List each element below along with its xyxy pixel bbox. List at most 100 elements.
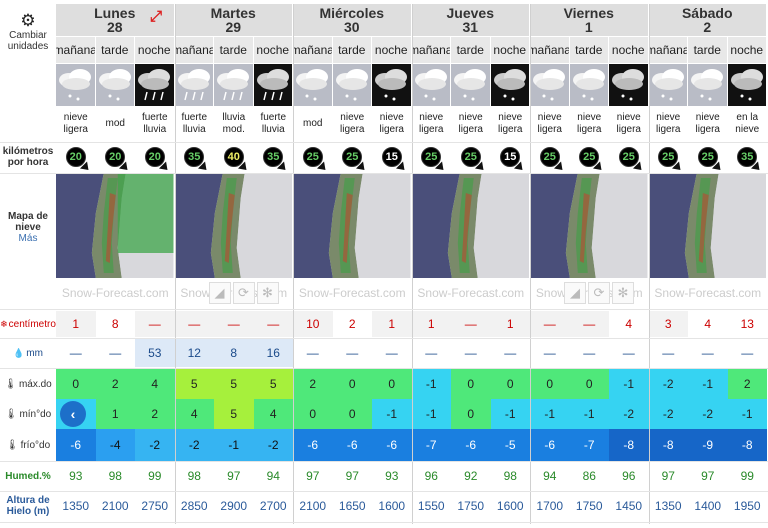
wind-arrow-icon: 25 [539,147,560,167]
snowflake-icon[interactable]: ✻ [612,282,634,304]
rain-value: 12 [174,339,214,367]
period-tab[interactable]: mañana [530,37,570,63]
period-tab[interactable]: mañana [174,37,214,63]
temp-max-value: 0 [56,369,96,399]
desc-line: nieve [458,112,483,123]
desc-line: ligera [379,124,404,135]
day-divider [530,4,531,524]
period-tab[interactable]: noche [609,37,649,63]
desc-line: nieve [577,112,602,123]
day-header[interactable]: Martes 29 [174,4,293,36]
brand-watermark: Snow-Forecast.com [654,286,762,300]
period-tab[interactable]: mañana [411,37,451,63]
map-more-link[interactable]: Más [18,232,38,244]
wind-label: kilómetros por hora [0,142,56,172]
snow-value: 3 [648,311,688,337]
snow-map-image[interactable] [293,173,412,278]
day-header[interactable]: Viernes 1 [530,4,649,36]
period-tab[interactable]: mañana [648,37,688,63]
period-tab[interactable]: tarde [95,37,135,63]
temp-min-value: 4 [253,399,293,429]
tmax-label-text: máx.do [18,378,52,390]
period-tab[interactable]: tarde [214,37,254,63]
snow-map-label[interactable]: Mapa de nieve Más [0,205,56,249]
row-divider [0,491,768,492]
period-tab[interactable]: noche [372,37,412,63]
weather-description: lluvia mod. [214,106,254,142]
day-header[interactable]: Miércoles 30 [293,4,412,36]
wind-speed: 25 [412,142,452,172]
rain-value: — [609,339,649,367]
day-header[interactable]: Jueves 31 [411,4,530,36]
rain-value: — [530,339,570,367]
day-name: Viernes [563,5,614,21]
expand-icon[interactable]: ⤢ [150,8,163,25]
wind-arrow-icon: 40 [223,147,244,167]
temp-min-value: -1 [490,399,530,429]
snow-map-image[interactable] [530,173,649,278]
day-name: Jueves [446,5,494,21]
map-nav-icon[interactable]: ◢ [208,282,231,304]
desc-line: lluvia [143,124,167,135]
humidity-label: Humed.% [0,461,56,491]
wind-speed: 25 [688,142,728,172]
refresh-icon[interactable]: ⟳ [232,282,255,304]
snow-value: — [569,311,609,337]
period-tab[interactable]: tarde [569,37,609,63]
scroll-left-button[interactable]: ‹ [60,401,86,427]
period-tab[interactable]: tarde [688,37,728,63]
snow-value: 10 [293,311,333,337]
cloud-snow-icon [372,64,412,106]
temp-max-value: 2 [293,369,333,399]
row-divider [0,338,768,339]
snowflake-icon: ❄ [0,318,8,329]
refresh-icon[interactable]: ⟳ [588,282,610,304]
period-tab[interactable]: tarde [332,37,372,63]
weather-description: fuerte lluvia [135,106,175,142]
wind-arrow-icon: 25 [460,147,481,167]
snow-map-image[interactable] [648,173,767,278]
temp-min-value: -2 [688,399,728,429]
weather-description: nieve ligera [609,106,649,142]
map-nav-icon[interactable]: ◢ [564,282,586,304]
wind-arrow-icon: 15 [500,147,521,167]
desc-line: nieve [419,112,444,123]
day-header[interactable]: Sábado 2 [648,4,767,36]
period-tab[interactable]: noche [253,37,293,63]
snowflake-icon[interactable]: ✻ [256,282,279,304]
desc-line: fuerte [260,112,287,123]
period-tab[interactable]: noche [135,37,175,63]
period-tab[interactable]: tarde [451,37,491,63]
snow-map-image[interactable] [56,173,175,278]
temp-feel-value: -6 [372,429,412,461]
cloud-snow-icon [609,64,649,106]
desc-line: lluvia [182,124,206,135]
humidity-value: 86 [582,469,596,483]
snow-value: 4 [609,311,649,337]
humidity-value: 98 [108,469,122,483]
temp-min-value: 2 [135,399,175,429]
temp-max-value: 2 [727,369,767,399]
snow-map-image[interactable] [411,173,530,278]
temp-feel-value: -2 [253,429,293,461]
period-tab[interactable]: mañana [56,37,96,63]
temp-max-value: 2 [95,369,135,399]
humidity-value: 94 [266,469,280,483]
day-number: 31 [462,19,479,35]
rain-label-text: mm [26,347,43,359]
period-tab[interactable]: mañana [293,37,333,63]
snow-value: — [253,311,293,337]
wind-arrow-icon: 20 [144,147,165,167]
temp-max-value: 0 [569,369,609,399]
brand-watermark: Snow-Forecast.com [417,286,525,300]
change-units-button[interactable]: ⚙ Cambiar unidades [0,8,56,56]
period-tab[interactable]: noche [727,37,767,63]
freezing-level-value: 1350 [654,499,682,513]
temp-feel-value: -6 [451,429,491,461]
day-header[interactable]: Lunes 28 [56,4,175,36]
freezing-level-value: 2100 [101,499,129,513]
period-tab[interactable]: noche [490,37,530,63]
snow-map-image[interactable] [174,173,293,278]
desc-line: ligera [656,124,681,135]
